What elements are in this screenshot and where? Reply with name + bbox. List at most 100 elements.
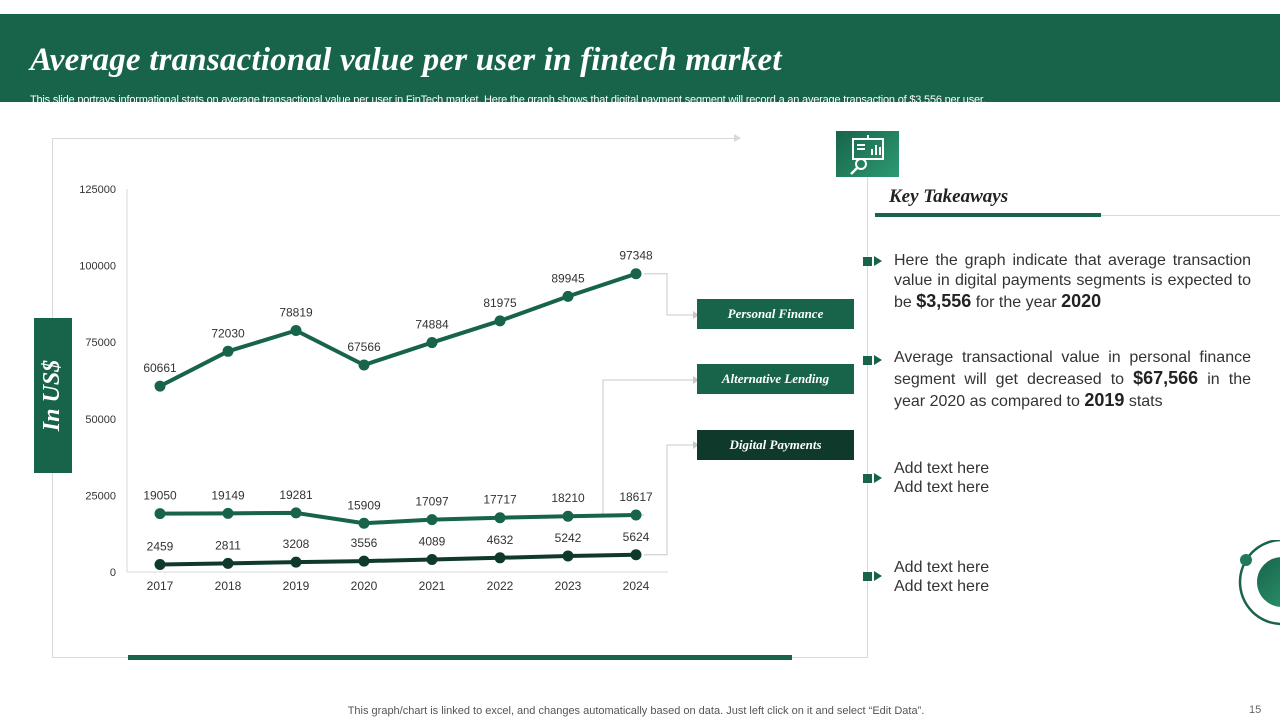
data-label-personal-finance: 67566 [347, 340, 381, 354]
data-point-digital-payments [290, 556, 302, 568]
data-label-alternative-lending: 19050 [143, 489, 177, 503]
takeaway-2-post: stats [1124, 393, 1163, 410]
data-label-alternative-lending: 18617 [619, 490, 653, 504]
footer-note: This graph/chart is linked to excel, and… [347, 705, 925, 717]
data-label-digital-payments: 2459 [147, 539, 174, 553]
data-point-digital-payments [358, 555, 370, 567]
y-tick-label: 0 [110, 567, 116, 579]
key-takeaways-underline [875, 213, 1101, 217]
data-point-personal-finance [494, 315, 506, 327]
frame-arrow-icon [734, 134, 741, 142]
x-tick-label: 2018 [215, 579, 242, 593]
data-point-digital-payments [426, 553, 438, 565]
decorative-circle-icon [1238, 540, 1280, 626]
takeaway-2-text: Average transactional value in personal … [894, 349, 1251, 388]
legend-label-alternative-lending: Alternative Lending [721, 371, 830, 386]
takeaway-1-year: 2020 [1061, 291, 1102, 311]
series-line-personal-finance [159, 271, 637, 388]
data-label-alternative-lending: 19281 [279, 488, 313, 502]
page-number: 15 [1249, 704, 1262, 716]
chart-bottom-bar [128, 655, 792, 660]
data-label-digital-payments: 3208 [283, 537, 310, 551]
series-line-digital-payments [159, 552, 637, 567]
takeaway-4-line-1[interactable]: Add text here [894, 559, 990, 576]
legend-label-personal-finance: Personal Finance [727, 306, 824, 321]
connector-digital-payments [644, 444, 693, 556]
page-subtitle: This slide portrays informational stats … [30, 94, 986, 106]
data-label-alternative-lending: 17097 [415, 495, 449, 509]
page-title: Average transactional value per user in … [30, 42, 782, 78]
data-point-alternative-lending [630, 509, 642, 521]
takeaway-3-line-2[interactable]: Add text here [894, 479, 990, 496]
data-label-digital-payments: 5624 [623, 530, 650, 544]
bullet-arrow-icon [863, 255, 883, 267]
connector-arrow-icon [693, 311, 699, 319]
y-tick-label: 75000 [85, 337, 116, 349]
data-point-digital-payments [154, 558, 166, 570]
chart-frame-top-line [52, 138, 740, 139]
x-tick-label: 2024 [623, 579, 650, 593]
legend-alternative-lending[interactable]: Alternative Lending [697, 364, 854, 394]
legend-label-digital-payments: Digital Payments [729, 437, 822, 452]
data-label-digital-payments: 4089 [419, 534, 446, 548]
y-tick-label: 25000 [85, 490, 116, 502]
data-point-personal-finance [154, 380, 166, 392]
y-tick-label: 125000 [79, 184, 116, 196]
takeaway-2-year: 2019 [1084, 390, 1125, 410]
connector-personal-finance [644, 273, 693, 316]
data-label-personal-finance: 89945 [551, 271, 585, 285]
x-tick-label: 2020 [351, 579, 378, 593]
data-point-personal-finance [222, 345, 234, 357]
data-label-personal-finance: 74884 [415, 318, 449, 332]
takeaway-4[interactable]: Add text here Add text here [894, 558, 989, 596]
takeaway-1-text: Here the graph indicate that average tra… [894, 252, 1251, 311]
bullet-arrow-icon [863, 472, 883, 484]
data-point-alternative-lending [562, 510, 574, 522]
data-label-alternative-lending: 18210 [551, 491, 585, 505]
data-point-personal-finance [562, 290, 574, 302]
data-point-alternative-lending [426, 514, 438, 526]
takeaway-1-value: $3,556 [916, 291, 972, 311]
bullet-arrow-icon [863, 354, 883, 366]
series-line-alternative-lending [159, 510, 637, 526]
data-point-digital-payments [222, 557, 234, 569]
data-label-personal-finance: 97348 [619, 249, 653, 263]
takeaway-3-line-1[interactable]: Add text here [894, 460, 990, 477]
data-label-alternative-lending: 15909 [347, 498, 381, 512]
data-label-digital-payments: 3556 [351, 536, 378, 550]
takeaway-3[interactable]: Add text here Add text here [894, 459, 989, 497]
takeaway-1-mid: for the year [971, 294, 1062, 311]
data-label-digital-payments: 4632 [487, 533, 514, 547]
x-tick-label: 2017 [147, 579, 174, 593]
data-label-digital-payments: 2811 [215, 538, 241, 552]
legend-digital-payments[interactable]: Digital Payments [697, 430, 854, 460]
takeaway-1: Here the graph indicate that average tra… [894, 251, 1251, 313]
header-banner: Average transactional value per user in … [0, 14, 1280, 106]
legend-personal-finance[interactable]: Personal Finance [697, 299, 854, 329]
data-point-alternative-lending [494, 512, 506, 524]
data-point-personal-finance [426, 337, 438, 349]
data-point-alternative-lending [154, 508, 166, 520]
data-point-personal-finance [630, 268, 642, 280]
takeaway-4-line-2[interactable]: Add text here [894, 578, 990, 595]
data-point-alternative-lending [358, 517, 370, 529]
data-point-personal-finance [358, 359, 370, 371]
data-label-personal-finance: 81975 [483, 296, 517, 310]
takeaway-2-mid: in the year 2020 as compared to [894, 371, 1251, 410]
connector-arrow-icon [693, 376, 699, 384]
y-unit-label-box: In US$ [34, 318, 72, 473]
data-point-digital-payments [630, 549, 642, 561]
x-tick-label: 2021 [419, 579, 446, 593]
data-point-personal-finance [290, 324, 302, 336]
data-label-personal-finance: 60661 [143, 361, 177, 375]
data-label-personal-finance: 78819 [279, 305, 313, 319]
connector-arrow-icon [693, 441, 699, 449]
data-label-digital-payments: 5242 [555, 531, 582, 545]
data-label-alternative-lending: 19149 [211, 488, 245, 502]
presentation-chart-icon [836, 131, 899, 177]
x-tick-label: 2022 [487, 579, 514, 593]
takeaway-2: Average transactional value in personal … [894, 348, 1251, 412]
data-point-alternative-lending [222, 507, 234, 519]
data-point-digital-payments [562, 550, 574, 562]
